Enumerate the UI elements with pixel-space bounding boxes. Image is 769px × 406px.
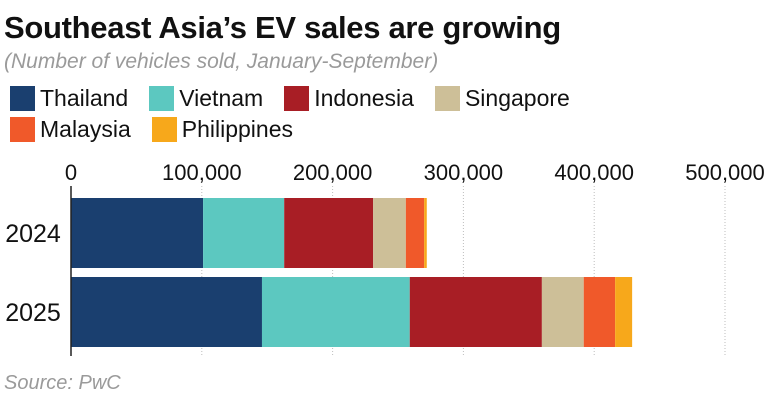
legend-swatch (434, 85, 460, 111)
legend-label: Singapore (464, 84, 570, 111)
x-tick-label: 400,000 (554, 160, 634, 185)
bar-segment-singapore-2025 (541, 277, 584, 347)
legend-swatch (10, 116, 35, 142)
bar-segment-thailand-2025 (71, 277, 262, 347)
legend-label: Vietnam (179, 84, 264, 111)
chart-title: Southeast Asia’s EV sales are growing (4, 10, 561, 45)
legend-label: Malaysia (40, 115, 131, 142)
category-label: 2025 (5, 299, 61, 327)
x-tick-label: 0 (65, 160, 77, 185)
x-tick-label: 200,000 (293, 160, 373, 185)
bar-segment-indonesia-2025 (409, 277, 542, 347)
bar-segment-thailand-2024 (71, 198, 204, 268)
legend-item-singapore: Singapore (434, 84, 570, 112)
legend-swatch (10, 85, 35, 111)
bar-segment-malaysia-2024 (405, 198, 425, 268)
legend-swatch (149, 85, 175, 111)
x-tick-label: 500,000 (685, 160, 765, 185)
bar-segment-indonesia-2024 (284, 198, 374, 268)
legend: Thailand Vietnam Indonesia Singapore Malaysi… (10, 84, 730, 143)
legend-swatch (151, 116, 177, 142)
legend-label: Indonesia (314, 84, 414, 111)
x-tick-label: 300,000 (424, 160, 504, 185)
legend-item-indonesia: Indonesia (284, 84, 414, 112)
chart-subtitle: (Number of vehicles sold, January-Septem… (4, 50, 439, 73)
source-note: Source: PwC (4, 372, 121, 394)
bar-segment-philippines-2024 (424, 198, 427, 268)
legend-label: Philippines (181, 115, 294, 142)
legend-item-malaysia: Malaysia (10, 115, 131, 143)
x-tick-label: 100,000 (162, 160, 242, 185)
legend-item-philippines: Philippines (151, 115, 294, 143)
category-label: 2024 (5, 220, 61, 248)
legend-label: Thailand (40, 84, 129, 111)
bar-segment-vietnam-2024 (203, 198, 285, 268)
legend-swatch (284, 85, 310, 111)
bar-segment-philippines-2025 (615, 277, 633, 347)
legend-item-vietnam: Vietnam (149, 84, 263, 112)
legend-item-thailand: Thailand (10, 84, 128, 112)
bar-segment-singapore-2024 (373, 198, 406, 268)
bar-segment-malaysia-2025 (583, 277, 616, 347)
bar-segment-vietnam-2025 (261, 277, 410, 347)
